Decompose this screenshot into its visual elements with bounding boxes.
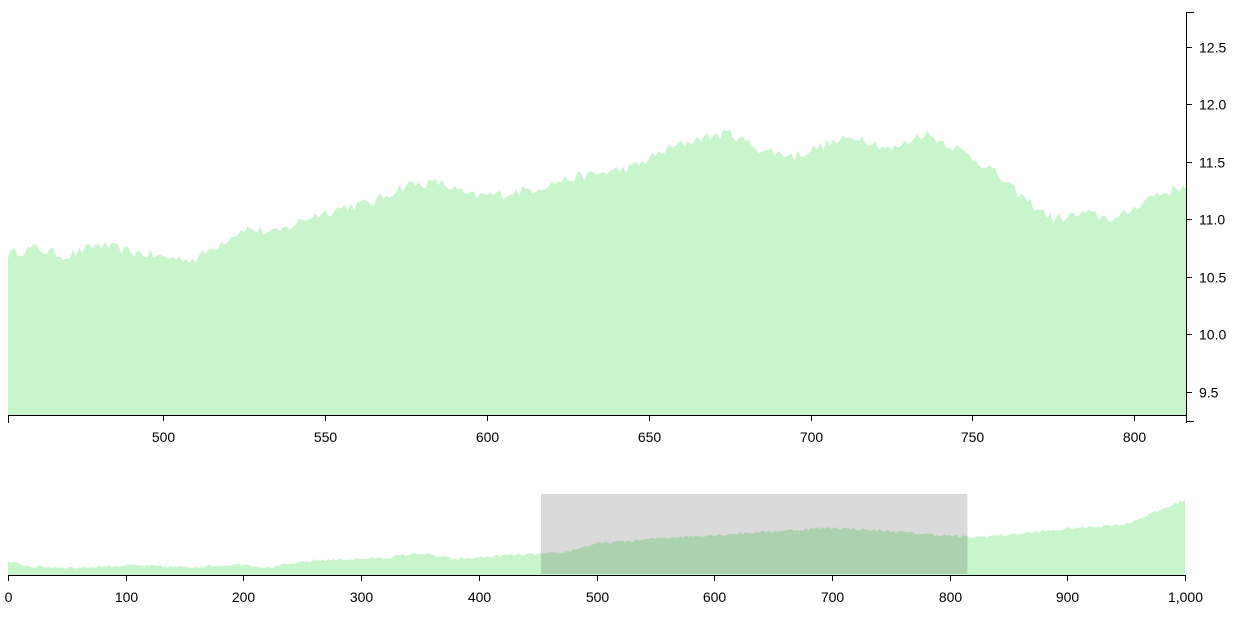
context-x-tick-label: 100 bbox=[115, 589, 139, 605]
context-x-tick-label: 800 bbox=[939, 589, 963, 605]
context-x-tick-label: 1,000 bbox=[1168, 589, 1203, 605]
focus-y-tick-label: 11.5 bbox=[1199, 155, 1225, 171]
focus-y-tick-label: 12.0 bbox=[1199, 97, 1226, 113]
focus-chart: 500 550 600 650 700 750 800 9.5 10.0 10.5 11.0 11.… bbox=[8, 12, 1226, 445]
focus-y-tick-label: 10.0 bbox=[1199, 327, 1226, 343]
focus-y-tick-label: 12.5 bbox=[1199, 40, 1226, 56]
focus-x-axis-line bbox=[8, 415, 1187, 423]
context-chart: 0 100 200 300 400 500 600 700 800 900 1,000 bbox=[5, 492, 1203, 605]
focus-x-axis: 500 550 600 650 700 750 800 bbox=[8, 415, 1187, 445]
focus-area bbox=[8, 129, 1186, 415]
context-x-tick-label: 900 bbox=[1056, 589, 1080, 605]
focus-y-tick-label: 11.0 bbox=[1199, 212, 1225, 228]
focus-x-tick-label: 600 bbox=[476, 429, 500, 445]
focus-x-tick-label: 650 bbox=[638, 429, 662, 445]
context-x-tick-label: 400 bbox=[468, 589, 492, 605]
context-x-tick-label: 700 bbox=[821, 589, 845, 605]
focus-x-tick-label: 800 bbox=[1123, 429, 1147, 445]
context-x-tick-label: 300 bbox=[350, 589, 374, 605]
focus-x-tick-label: 550 bbox=[314, 429, 338, 445]
focus-x-tick-label: 750 bbox=[961, 429, 985, 445]
focus-y-tick-label: 10.5 bbox=[1199, 270, 1226, 286]
focus-y-tick-label: 9.5 bbox=[1199, 385, 1219, 401]
focus-x-tick-label: 700 bbox=[800, 429, 824, 445]
context-x-tick-label: 200 bbox=[232, 589, 256, 605]
context-x-tick-label: 600 bbox=[703, 589, 727, 605]
context-x-tick-label: 500 bbox=[586, 589, 610, 605]
focus-y-axis-line bbox=[1186, 12, 1194, 422]
context-x-axis: 0 100 200 300 400 500 600 700 800 900 1,000 bbox=[5, 575, 1203, 605]
focus-x-tick-label: 500 bbox=[152, 429, 176, 445]
focus-y-axis: 9.5 10.0 10.5 11.0 11.5 12.0 12.5 bbox=[1186, 12, 1226, 422]
brush-selection[interactable] bbox=[539, 492, 970, 576]
context-x-tick-label: 0 bbox=[5, 589, 13, 605]
